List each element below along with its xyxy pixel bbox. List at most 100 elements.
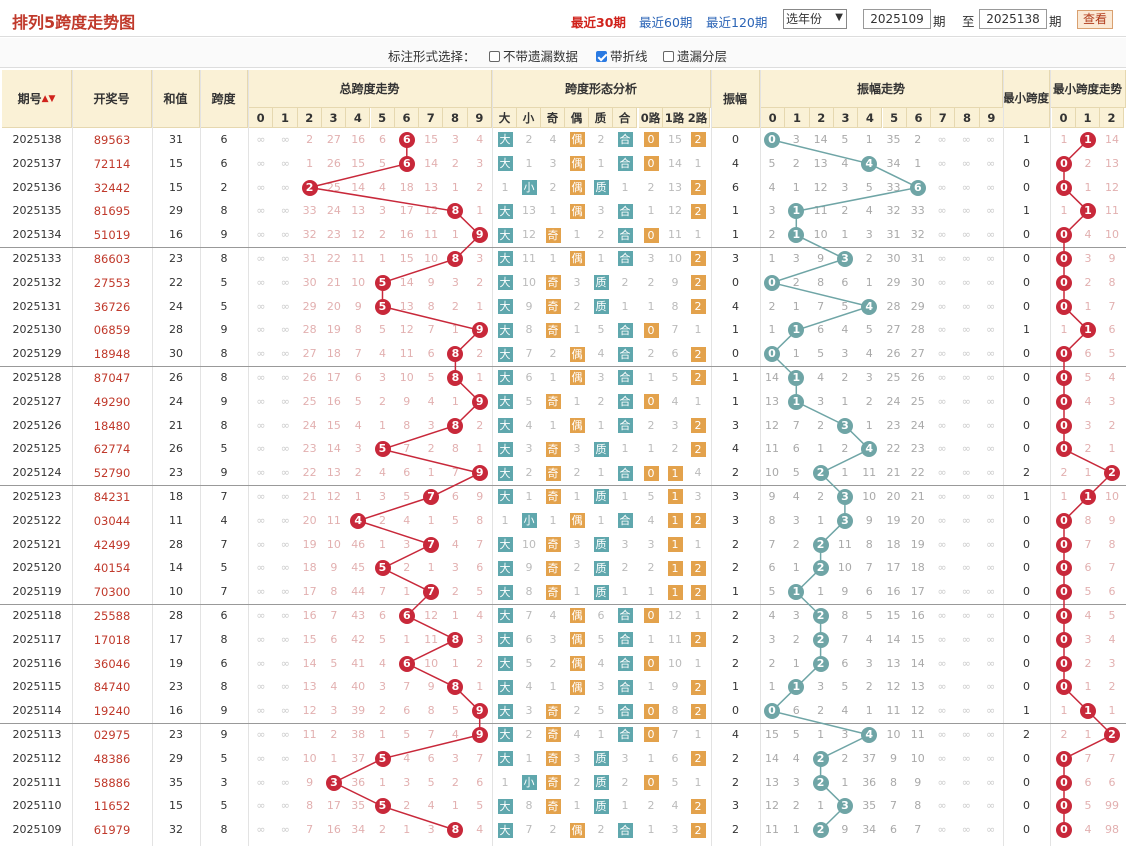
shape-missing: 1	[647, 680, 655, 694]
shape-missing: 1	[573, 323, 581, 337]
min-trend-dot: 0	[1056, 179, 1072, 196]
checkbox-with-line[interactable]	[596, 51, 607, 62]
span-trend-missing: 1	[330, 751, 338, 765]
shape-missing: 7	[525, 608, 533, 622]
checkbox-layered[interactable]	[663, 51, 674, 62]
amp-trend-missing: 8	[865, 537, 873, 551]
amp-trend-missing: ∞	[986, 608, 996, 622]
amp-trend-missing: 10	[886, 727, 901, 741]
span-trend-missing: 15	[351, 156, 366, 170]
link-recent-120[interactable]: 最近120期	[706, 15, 768, 30]
sum-cell: 23	[169, 680, 183, 694]
shape-missing: 1	[694, 394, 702, 408]
amp-trend-missing: 29	[886, 275, 901, 289]
shape-missing: 2	[597, 132, 605, 146]
amp-trend-missing: 12	[765, 799, 779, 813]
amp-trend-dot: 0	[764, 131, 780, 148]
group-divider	[0, 246, 1126, 248]
to-period-input[interactable]: 2025138	[979, 9, 1047, 29]
number-cell: 36726	[93, 299, 131, 314]
amp-trend-dot: 3	[836, 512, 853, 529]
option-layered[interactable]: 遗漏分层	[663, 46, 727, 65]
span-trend-missing: 13	[326, 466, 341, 480]
sum-cell: 35	[169, 775, 183, 789]
span-trend-missing: 9	[354, 299, 362, 313]
span-trend-missing: 3	[476, 632, 484, 646]
span-trend-missing: 4	[403, 513, 411, 527]
shape-marker: 奇	[545, 465, 561, 481]
header-span-digit: 6	[394, 108, 420, 128]
option-no-missing[interactable]: 不带遗漏数据	[489, 46, 578, 65]
header-amp-digit: 4	[858, 108, 883, 128]
span-trend-missing: 1	[451, 228, 459, 242]
header-shape-col: 1路	[663, 108, 687, 128]
amp-trend-missing: 1	[792, 299, 800, 313]
shape-missing: 5	[525, 394, 533, 408]
span-trend-missing: ∞	[280, 347, 290, 361]
span-trend-missing: 10	[424, 251, 439, 265]
min-trend-missing: 12	[1105, 180, 1119, 194]
span-trend-missing: 18	[326, 347, 341, 361]
shape-missing: 9	[671, 275, 679, 289]
amp-trend-missing: 33	[886, 180, 901, 194]
amp-trend-dot: 1	[788, 679, 805, 696]
amp-trend-missing: 2	[792, 275, 800, 289]
number-cell: 40154	[93, 561, 131, 576]
year-select[interactable]: 选年份 ▼	[783, 9, 847, 29]
span-trend-missing: 3	[379, 680, 386, 694]
min-trend-missing: 7	[1084, 751, 1092, 765]
span-trend-missing: ∞	[256, 299, 266, 313]
header-shape-col: 小	[517, 108, 541, 128]
shape-missing: 3	[597, 680, 605, 694]
shape-marker: 0	[643, 656, 659, 671]
shape-marker: 大	[497, 727, 513, 743]
shape-missing: 4	[671, 799, 679, 813]
link-recent-30[interactable]: 最近30期	[571, 15, 626, 30]
amp-trend-missing: 6	[890, 823, 897, 837]
span-trend-dot: 4	[350, 512, 367, 529]
amp-trend-missing: 20	[886, 489, 901, 503]
span-trend-missing: 8	[451, 442, 459, 456]
group-divider	[0, 603, 1126, 605]
view-button[interactable]: 查看	[1077, 10, 1113, 29]
min-span-cell: 0	[1023, 299, 1030, 313]
amp-trend-missing: 21	[910, 489, 925, 503]
link-recent-60[interactable]: 最近60期	[639, 15, 693, 30]
option-with-line[interactable]: 带折线	[596, 46, 648, 65]
span-trend-missing: 2	[330, 727, 338, 741]
span-trend-missing: 40	[351, 680, 366, 694]
sort-icon[interactable]: ▲▼	[41, 93, 56, 104]
shape-marker: 大	[497, 441, 513, 457]
shape-marker: 2	[690, 441, 706, 457]
shape-missing: 8	[671, 704, 679, 718]
header-span-digit: 5	[370, 108, 395, 128]
span-trend-missing: 10	[399, 370, 414, 384]
from-period-input[interactable]: 2025109	[863, 9, 931, 29]
period-cell: 2025126	[12, 418, 62, 432]
shape-marker: 1	[667, 465, 683, 481]
number-cell: 72114	[93, 156, 131, 171]
period-cell: 2025115	[12, 680, 62, 694]
span-trend-missing: 33	[302, 204, 317, 218]
header-min-span: 最小跨度	[1003, 70, 1050, 128]
shape-marker: 2	[690, 798, 706, 814]
header-period[interactable]: 期号 ▲▼	[2, 70, 72, 128]
min-span-cell: 2	[1023, 727, 1030, 741]
amp-cell: 3	[732, 799, 739, 813]
shape-marker: 大	[497, 346, 513, 362]
amp-trend-missing: ∞	[986, 656, 996, 670]
span-trend-missing: 26	[302, 370, 317, 384]
shape-missing: 2	[621, 275, 629, 289]
shape-missing: 9	[525, 561, 533, 575]
amp-trend-missing: 10	[862, 489, 877, 503]
sum-cell: 21	[169, 418, 183, 432]
amp-trend-missing: 23	[886, 418, 901, 432]
amp-trend-missing: 28	[886, 299, 901, 313]
checkbox-no-missing[interactable]	[489, 51, 500, 62]
min-trend-missing: 3	[1084, 251, 1092, 265]
number-cell: 49290	[93, 394, 131, 409]
amp-trend-dot: 3	[836, 417, 853, 434]
min-span-cell: 0	[1023, 799, 1030, 813]
column-divider	[200, 70, 201, 846]
amp-trend-missing: ∞	[937, 799, 947, 813]
